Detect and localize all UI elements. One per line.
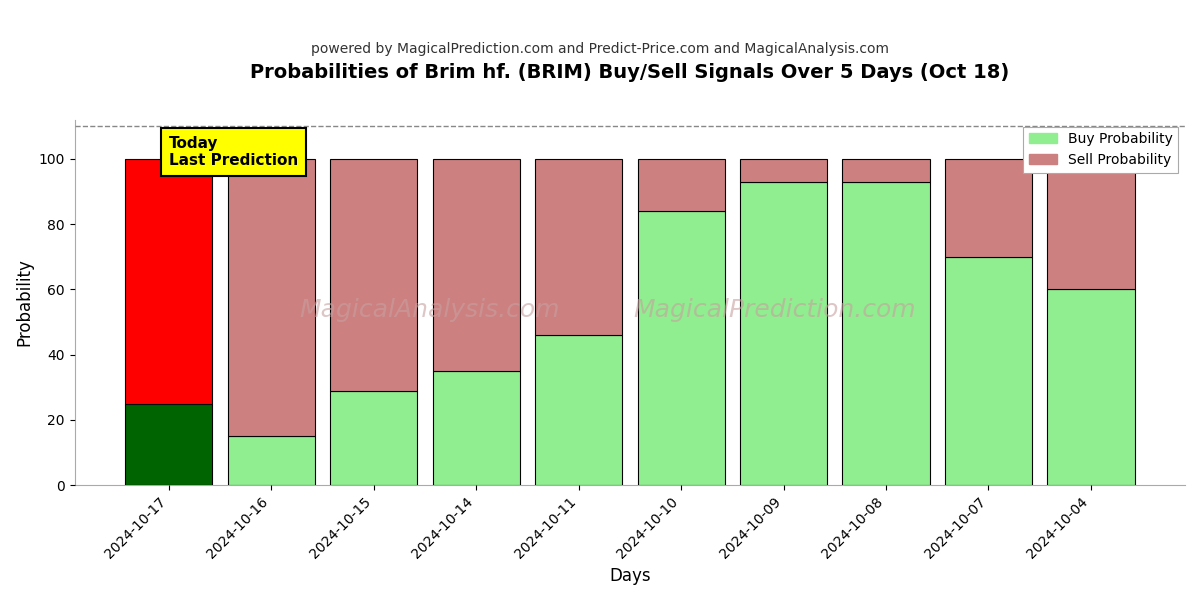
Bar <box>1048 159 1134 289</box>
Bar <box>944 257 1032 485</box>
Bar <box>637 211 725 485</box>
Bar <box>125 404 212 485</box>
Legend: Buy Probability, Sell Probability: Buy Probability, Sell Probability <box>1024 127 1178 173</box>
Bar <box>1048 289 1134 485</box>
Bar <box>842 159 930 182</box>
Bar <box>330 159 418 391</box>
Bar <box>228 436 314 485</box>
Text: MagicalPrediction.com: MagicalPrediction.com <box>632 298 916 322</box>
Y-axis label: Probability: Probability <box>16 259 34 346</box>
Bar <box>842 182 930 485</box>
Bar <box>535 335 622 485</box>
Bar <box>125 159 212 404</box>
Bar <box>944 159 1032 257</box>
Bar <box>432 159 520 371</box>
Bar <box>330 391 418 485</box>
Title: Probabilities of Brim hf. (BRIM) Buy/Sell Signals Over 5 Days (Oct 18): Probabilities of Brim hf. (BRIM) Buy/Sel… <box>251 63 1009 82</box>
Text: Today
Last Prediction: Today Last Prediction <box>169 136 298 169</box>
Text: MagicalAnalysis.com: MagicalAnalysis.com <box>300 298 560 322</box>
Bar <box>637 159 725 211</box>
Bar <box>228 159 314 436</box>
X-axis label: Days: Days <box>610 567 650 585</box>
Bar <box>740 182 827 485</box>
Bar <box>432 371 520 485</box>
Bar <box>535 159 622 335</box>
Text: powered by MagicalPrediction.com and Predict-Price.com and MagicalAnalysis.com: powered by MagicalPrediction.com and Pre… <box>311 42 889 56</box>
Bar <box>740 159 827 182</box>
